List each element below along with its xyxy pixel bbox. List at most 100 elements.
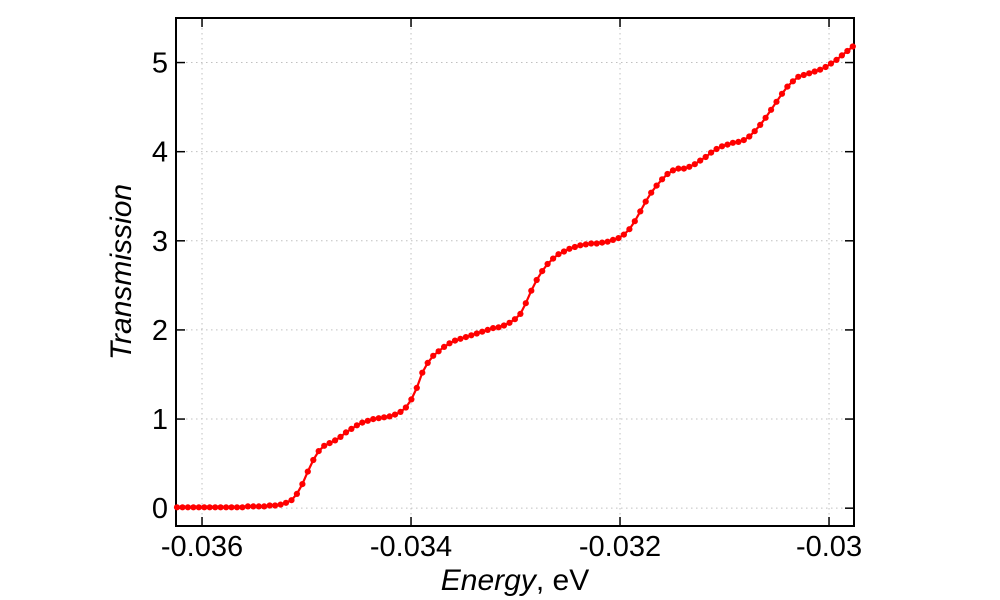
data-point-marker (239, 504, 246, 511)
data-point-marker (375, 415, 382, 422)
data-point-marker (702, 153, 709, 161)
data-point-marker (326, 440, 333, 447)
data-point-marker (555, 251, 562, 258)
data-point-marker (468, 332, 475, 339)
data-point-marker (637, 208, 644, 215)
data-point-marker (577, 242, 584, 249)
y-tick-label: 0 (152, 493, 168, 525)
data-point-marker (473, 330, 480, 337)
data-point-marker (762, 114, 769, 121)
data-point-marker (332, 437, 339, 444)
x-axis-label-italic-part: Energy (441, 564, 538, 597)
data-point-marker (691, 161, 698, 168)
data-point-marker (228, 504, 235, 511)
y-tick-labels: 0 1 2 3 4 5 (152, 48, 168, 526)
grid-lines (176, 18, 854, 526)
data-point-marker (544, 260, 551, 268)
data-point-marker (484, 326, 491, 333)
data-point-marker (697, 157, 704, 164)
data-point-marker (266, 502, 273, 509)
data-point-marker (370, 416, 377, 423)
data-point-marker (795, 73, 802, 80)
data-point-marker (190, 504, 197, 511)
data-point-marker (833, 56, 840, 64)
data-point-marker (768, 106, 775, 113)
data-point-marker (179, 504, 186, 511)
data-point-marker (288, 497, 295, 504)
data-point-marker (653, 182, 660, 189)
data-point-marker (729, 139, 737, 146)
data-point-marker (184, 504, 191, 511)
data-point-marker (735, 138, 742, 145)
data-point-marker (435, 348, 442, 355)
data-point-marker (451, 337, 459, 344)
data-point-marker (419, 369, 426, 376)
data-point-marker (838, 52, 846, 59)
data-point-marker (778, 90, 786, 97)
data-point-marker (250, 503, 257, 510)
data-point-marker (664, 170, 671, 178)
y-tick-label: 5 (152, 48, 168, 80)
data-point-marker (844, 47, 851, 55)
data-point-marker (609, 236, 617, 243)
data-point-marker (293, 490, 300, 497)
data-point-marker (582, 241, 589, 248)
data-point-marker (631, 218, 638, 225)
data-point-marker (321, 442, 328, 449)
data-point-marker (604, 238, 611, 245)
data-point-marker (528, 287, 535, 294)
data-point-marker (353, 422, 360, 429)
data-point-marker (430, 352, 437, 359)
data-point-marker (348, 425, 355, 432)
data-point-marker (272, 502, 279, 509)
x-axis-label: Energy, eV (441, 564, 589, 597)
data-point-marker (424, 359, 431, 366)
data-point-marker (724, 141, 731, 148)
data-point-marker (811, 68, 818, 75)
data-point-marker (212, 504, 219, 511)
data-point-marker (495, 324, 502, 331)
data-point-marker (402, 404, 409, 411)
data-point-marker (560, 248, 568, 255)
data-point-marker (784, 83, 791, 90)
transmission-curve (175, 45, 854, 509)
data-point-marker (533, 276, 540, 284)
data-point-marker (680, 165, 688, 172)
data-point-marker (708, 149, 715, 156)
data-point-marker (359, 419, 366, 426)
data-point-marker (806, 70, 813, 77)
data-point-marker (457, 335, 464, 342)
data-point-marker (626, 226, 633, 233)
y-tick-label: 2 (152, 315, 168, 347)
data-point-marker (849, 43, 856, 50)
y-axis-label: Transmission (105, 184, 138, 360)
data-point-marker (299, 481, 306, 488)
data-point-marker (386, 413, 393, 420)
data-point-marker (789, 78, 797, 85)
data-point-marker (511, 316, 518, 323)
data-point-marker (588, 240, 595, 247)
data-point-marker (195, 504, 202, 511)
data-point-marker (669, 167, 677, 174)
plot-frame (175, 17, 855, 527)
data-point-marker (686, 163, 693, 170)
tick-marks (176, 18, 854, 526)
y-tick-label: 3 (152, 226, 168, 258)
data-point-marker (277, 501, 284, 508)
data-point-marker (446, 340, 453, 347)
data-point-marker (255, 503, 262, 510)
data-point-marker (740, 137, 747, 144)
data-point-marker (304, 468, 311, 475)
data-point-marker (506, 319, 513, 326)
data-point-marker (800, 71, 807, 79)
data-point-marker (550, 255, 557, 262)
y-tick-label: 4 (152, 137, 168, 169)
data-point-marker (517, 310, 524, 317)
data-point-marker (244, 503, 251, 510)
data-point-marker (571, 243, 579, 251)
data-point-marker (718, 143, 726, 150)
data-point-marker (201, 504, 208, 511)
x-tick-label: -0.034 (370, 531, 452, 563)
